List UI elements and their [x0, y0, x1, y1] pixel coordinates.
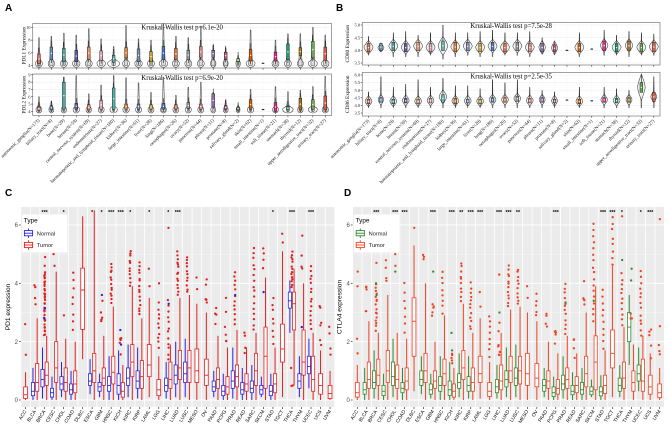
svg-text:***: ***	[468, 210, 475, 216]
svg-text:3.5: 3.5	[354, 61, 360, 66]
svg-text:*: *	[621, 210, 624, 216]
svg-text:*: *	[148, 210, 151, 216]
svg-text:***: ***	[553, 210, 560, 216]
svg-text:9: 9	[28, 72, 31, 77]
svg-text:Tumor: Tumor	[369, 243, 385, 249]
svg-text:*: *	[167, 210, 170, 216]
svg-text:Kruskal-Wallis test p=6.1e-20: Kruskal-Wallis test p=6.1e-20	[141, 24, 223, 31]
svg-text:PDL1 Expression: PDL1 Expression	[21, 27, 27, 65]
svg-text:Normal: Normal	[369, 231, 387, 237]
svg-text:4.5: 4.5	[354, 95, 360, 100]
svg-text:***: ***	[402, 210, 409, 216]
svg-text:*: *	[101, 210, 104, 216]
svg-text:2: 2	[346, 340, 350, 346]
svg-text:GBM: GBM	[94, 409, 105, 422]
svg-text:LIHC: LIHC	[160, 409, 171, 422]
svg-text:*: *	[640, 210, 643, 216]
svg-text:B: B	[336, 3, 343, 14]
svg-text:***: ***	[392, 210, 399, 216]
svg-text:6.0: 6.0	[354, 73, 360, 78]
svg-text:KIRP: KIRP	[462, 409, 473, 422]
svg-text:4: 4	[28, 63, 31, 68]
svg-text:6: 6	[28, 94, 31, 99]
svg-text:***: ***	[496, 210, 503, 216]
svg-text:4: 4	[346, 281, 350, 287]
svg-text:KICH: KICH	[443, 409, 455, 422]
svg-text:4.5: 4.5	[354, 35, 360, 40]
svg-text:C: C	[5, 188, 12, 199]
svg-text:8: 8	[28, 80, 31, 85]
svg-text:5.0: 5.0	[354, 88, 360, 93]
svg-text:Kruskal-Wallis test p=7.5e-28: Kruskal-Wallis test p=7.5e-28	[470, 23, 552, 30]
svg-text:10: 10	[26, 25, 31, 30]
svg-text:UCS: UCS	[313, 409, 324, 422]
svg-text:4: 4	[15, 281, 19, 287]
svg-text:Type: Type	[24, 218, 38, 225]
svg-text:*: *	[91, 210, 94, 216]
svg-text:CTLA4 expression: CTLA4 expression	[337, 280, 344, 335]
svg-text:5: 5	[28, 102, 31, 107]
svg-text:UCS: UCS	[643, 409, 654, 422]
svg-text:*: *	[63, 210, 66, 216]
svg-text:LIHC: LIHC	[491, 409, 502, 422]
svg-text:5.0: 5.0	[354, 23, 360, 28]
svg-text:***: ***	[477, 210, 484, 216]
svg-text:CD86 Expression: CD86 Expression	[345, 75, 351, 113]
svg-text:4.0: 4.0	[354, 48, 360, 53]
svg-text:***: ***	[308, 210, 315, 216]
svg-text:5.5: 5.5	[354, 80, 360, 85]
svg-text:***: ***	[373, 210, 380, 216]
svg-text:***: ***	[449, 210, 456, 216]
svg-text:***: ***	[289, 210, 296, 216]
svg-text:KIRC: KIRC	[453, 409, 465, 422]
svg-text:***: ***	[647, 210, 654, 216]
svg-text:Kruskal-Wallis test p=6.9e-20: Kruskal-Wallis test p=6.9e-20	[141, 75, 223, 82]
svg-text:UVM: UVM	[322, 409, 333, 421]
svg-text:UVM: UVM	[652, 409, 663, 421]
svg-text:Normal: Normal	[37, 231, 55, 237]
svg-text:6: 6	[15, 223, 19, 229]
svg-text:ACC: ACC	[350, 409, 361, 421]
svg-text:***: ***	[118, 210, 125, 216]
svg-text:0: 0	[15, 398, 19, 404]
svg-text:3.5: 3.5	[354, 111, 360, 116]
svg-text:6: 6	[346, 223, 350, 229]
svg-text:A: A	[5, 3, 12, 14]
svg-text:D: D	[344, 188, 351, 199]
svg-text:Type: Type	[356, 218, 370, 225]
svg-text:*: *	[129, 210, 132, 216]
svg-text:***: ***	[600, 210, 607, 216]
svg-text:6: 6	[28, 50, 31, 55]
svg-text:Kruskal-Wallis test p=2.5e-35: Kruskal-Wallis test p=2.5e-35	[470, 73, 552, 80]
svg-text:OV: OV	[531, 409, 540, 419]
svg-text:***: ***	[609, 210, 616, 216]
svg-text:***: ***	[505, 210, 512, 216]
svg-text:PD1 expression: PD1 expression	[5, 283, 12, 330]
svg-text:***: ***	[42, 210, 49, 216]
svg-text:*: *	[272, 210, 275, 216]
svg-text:0: 0	[346, 398, 350, 404]
svg-text:4.0: 4.0	[354, 103, 360, 108]
svg-text:GBM: GBM	[425, 409, 436, 422]
svg-text:PDL2 Expression: PDL2 Expression	[21, 76, 27, 114]
svg-text:LGG: LGG	[151, 409, 162, 421]
svg-text:**: **	[516, 210, 521, 216]
svg-text:CD80 Expression: CD80 Expression	[345, 25, 351, 63]
svg-text:2: 2	[15, 340, 19, 346]
svg-text:***: ***	[430, 210, 437, 216]
svg-text:OV: OV	[200, 409, 209, 419]
svg-text:***: ***	[175, 210, 182, 216]
svg-text:KIRC: KIRC	[122, 409, 134, 422]
svg-text:KIRP: KIRP	[131, 409, 142, 422]
svg-text:ACC: ACC	[18, 409, 29, 421]
svg-text:4: 4	[28, 109, 31, 114]
svg-text:8: 8	[28, 38, 31, 43]
svg-text:***: ***	[108, 210, 115, 216]
svg-text:Tumor: Tumor	[37, 243, 53, 249]
svg-text:7: 7	[28, 87, 31, 92]
svg-text:KICH: KICH	[112, 409, 124, 422]
svg-text:**: **	[459, 210, 464, 216]
svg-text:LGG: LGG	[482, 409, 493, 421]
